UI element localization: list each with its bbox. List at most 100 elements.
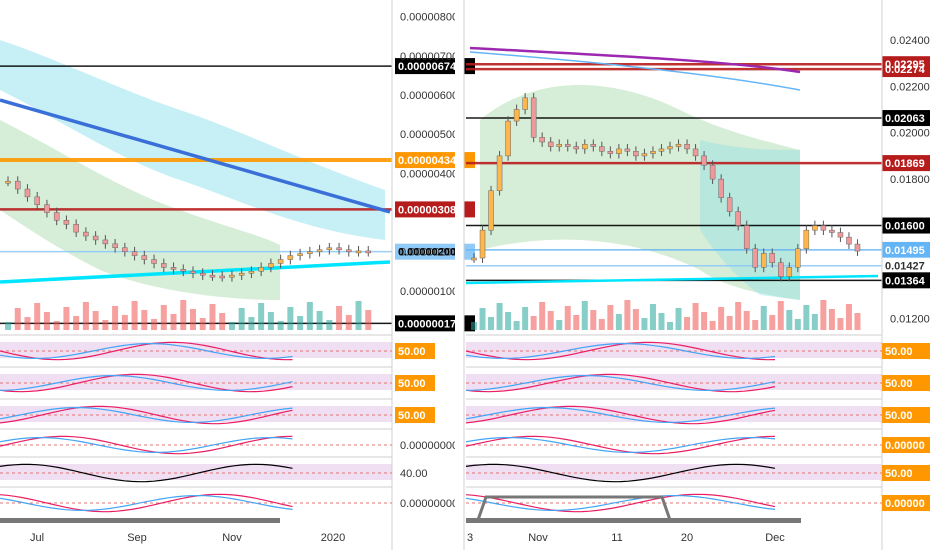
volume-bar (151, 319, 158, 330)
price-tag-bg (882, 155, 930, 172)
oscillator-tag-label: 50.00 (398, 410, 426, 422)
volume-bar (496, 303, 503, 330)
candle-body (624, 148, 631, 152)
candle-body (820, 225, 827, 231)
candle-body (102, 239, 109, 245)
x-tick-label: 3 (467, 532, 473, 544)
volume-bar (777, 301, 784, 330)
ichimoku-cloud-teal (0, 40, 385, 240)
volume-bar (170, 314, 177, 330)
candle-body (63, 220, 70, 225)
price-tag-label: 0.01427 (885, 261, 925, 273)
y-tick-label: 0.00000400 (400, 168, 458, 180)
candle-body (547, 141, 554, 147)
volume-bar (306, 302, 313, 330)
signal-step (476, 495, 672, 521)
volume-bar (837, 318, 844, 330)
x-tick-label: 20 (681, 532, 693, 544)
volume-bar (803, 305, 810, 330)
oscillator-tag-label: 50.00 (885, 346, 913, 358)
volume-bar (632, 309, 639, 330)
volume-bar (794, 319, 801, 330)
volume-bar (556, 320, 563, 330)
candle-body (829, 229, 835, 233)
candle-body (812, 225, 818, 231)
oscillator-line-a (0, 405, 293, 425)
volume-bar (219, 313, 226, 330)
x-tick-label: 2020 (321, 532, 345, 544)
price-tag-bg (882, 217, 930, 234)
candle-body (778, 262, 784, 277)
candle-body (522, 97, 528, 110)
candle-body (346, 249, 352, 252)
price-tag-label: 0.01600 (885, 221, 925, 233)
price-tag-label: 0.02295 (885, 59, 925, 71)
volume-bar (316, 311, 323, 330)
volume-bar (718, 307, 725, 330)
volume-bar (598, 319, 605, 330)
oscillator-tag-bg (395, 375, 435, 391)
candle-body (170, 267, 177, 270)
volume-bar (5, 322, 11, 330)
y-tick-label: 0.00000500 (400, 129, 458, 141)
x-tick-label: Nov (222, 532, 242, 544)
oscillator-line-a (465, 405, 776, 425)
oscillator-band (466, 406, 882, 422)
price-tag-label: 0.00000017 (398, 318, 456, 330)
candle-body (24, 188, 31, 198)
oscillator-tag-bg (882, 407, 930, 423)
volume-bar (297, 316, 304, 330)
volume-bar (539, 302, 546, 330)
y-tick-label: 0.01800 (890, 174, 930, 186)
oscillator-tag-label: 50.00 (885, 468, 913, 480)
candle-body (743, 225, 750, 250)
x-tick-label: Sep (127, 532, 147, 544)
volume-bar (53, 321, 60, 330)
volume-bar (573, 315, 580, 330)
price-tag-label: 0.01364 (885, 275, 926, 287)
candle-body (307, 251, 313, 254)
candle-body (479, 229, 486, 259)
candle-body (675, 144, 682, 147)
volume-bar (326, 320, 333, 330)
volume-bar (24, 317, 31, 330)
volume-bar (92, 311, 99, 330)
candle-body (505, 120, 511, 157)
candle-body (539, 137, 545, 143)
y-tick-label: 0.02400 (890, 35, 930, 47)
candle-body (616, 148, 622, 154)
volume-bar (675, 308, 682, 330)
volume-bar (564, 306, 571, 330)
x-tick-label: 11 (611, 532, 622, 544)
candle-body (92, 235, 99, 241)
y-tick-label: 0.00000600 (400, 90, 458, 102)
candle-body (650, 151, 656, 154)
candle-body (633, 151, 639, 157)
candle-body (607, 151, 614, 154)
oscillator-line-a (0, 493, 293, 513)
oscillator-band (466, 342, 882, 358)
candle-body (258, 267, 264, 272)
volume-bar (811, 314, 818, 330)
candle-body (573, 146, 580, 150)
candle-body (5, 180, 11, 184)
candle-body (326, 247, 333, 251)
candle-body (854, 243, 861, 252)
candle-body (219, 275, 225, 279)
candle-body (229, 274, 235, 278)
candle-body (112, 243, 118, 249)
oscillator-line-a (465, 435, 776, 455)
volume-bar (365, 310, 372, 330)
oscillator-band (466, 464, 882, 480)
chart-divider (455, 0, 464, 550)
price-tag-bg (882, 272, 930, 289)
main-pane-1 (0, 0, 475, 550)
candle-body (496, 155, 503, 191)
volume-bar (658, 313, 665, 330)
volume-bar (228, 322, 235, 330)
candle-body (769, 253, 776, 263)
volume-bar (34, 303, 41, 330)
volume-bar (692, 303, 699, 330)
oscillator-tag-label: 50.00 (885, 378, 913, 390)
candle-body (564, 144, 571, 147)
